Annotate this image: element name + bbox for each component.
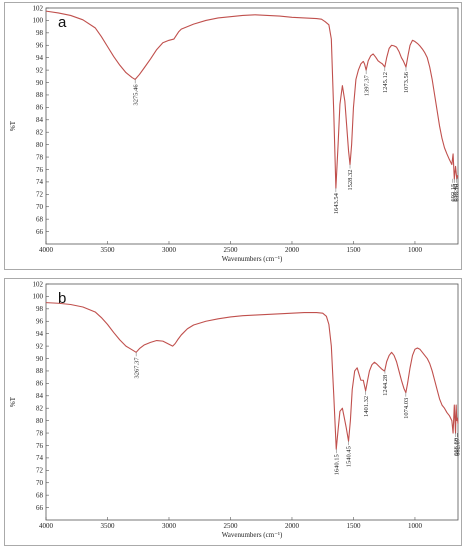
- peak-label: 666.60: [453, 438, 460, 456]
- x-tick-label: 2500: [223, 246, 238, 254]
- y-tick-label: 100: [33, 293, 44, 301]
- y-tick-label: 94: [36, 330, 44, 338]
- x-tick-label: 2000: [285, 522, 300, 530]
- panel-a-border: [4, 2, 462, 270]
- x-tick-label: 3000: [162, 246, 177, 254]
- peak-label: 1074.03: [403, 398, 410, 419]
- x-tick-label: 2000: [285, 246, 300, 254]
- y-tick-label: 96: [36, 318, 44, 326]
- x-tick-label: 3000: [162, 522, 177, 530]
- x-tick-label: 1000: [408, 246, 423, 254]
- y-tick-label: 82: [36, 405, 44, 413]
- panel-b-border: [4, 278, 462, 546]
- spectrum-a-chart: 66 68 70 72 74 76 78 80 82 84 86 88 90 92 94 96 98 100 102…: [9, 4, 461, 263]
- spectrum-b-chart: 66 68 70 72 74 76 78 80 82 84 86 88 90 92 94 96 98 100 102…: [9, 280, 461, 539]
- y-tick-label: 88: [36, 91, 44, 99]
- peak-label: 682.07: [454, 437, 461, 456]
- y-tick-label: 96: [36, 42, 44, 50]
- peak-label: 637.45: [452, 184, 459, 202]
- peak-label: 1528.32: [347, 170, 354, 191]
- y-tick-label: 70: [36, 479, 44, 487]
- y-tick-label: 84: [36, 116, 44, 124]
- panel-letter: b: [58, 290, 66, 307]
- panel-letter: a: [58, 14, 67, 31]
- y-tick-label: 94: [36, 54, 44, 62]
- peak-label: 3275.46: [132, 84, 139, 106]
- peak-label: 1540.45: [346, 446, 353, 467]
- y-tick-label: 86: [36, 380, 44, 388]
- y-axis-label: %T: [9, 396, 17, 407]
- x-tick-label: 1000: [408, 522, 423, 530]
- x-tick-label: 2500: [223, 522, 238, 530]
- peak-label: 1245.12: [382, 72, 389, 93]
- y-tick-label: 90: [36, 355, 44, 363]
- y-tick-label: 74: [36, 454, 44, 462]
- peak-label: 618.16: [454, 183, 461, 202]
- y-tick-label: 80: [36, 417, 44, 425]
- peak-label: 692.15: [450, 184, 457, 202]
- y-tick-label: 86: [36, 104, 44, 112]
- y-tick-label: 80: [36, 141, 44, 149]
- y-tick-label: 68: [36, 215, 44, 223]
- y-tick-label: 68: [36, 491, 44, 499]
- peak-label: 1643.54: [333, 192, 340, 214]
- ftir-panel-a: 66 68 70 72 74 76 78 80 82 84 86 88 90 92 94 96 98 100 102…: [0, 0, 466, 274]
- x-tick-label: 4000: [39, 522, 54, 530]
- y-tick-label: 82: [36, 129, 44, 137]
- y-tick-label: 72: [36, 467, 44, 475]
- y-tick-label: 78: [36, 429, 44, 437]
- y-tick-label: 74: [36, 178, 44, 186]
- y-tick-label: 66: [36, 504, 44, 512]
- y-axis-label: %T: [9, 120, 17, 131]
- peak-label: 3267.37: [133, 357, 140, 379]
- peak-label: 1397.37: [363, 74, 370, 96]
- peak-label: 1640.15: [333, 454, 340, 475]
- y-tick-label: 92: [36, 66, 44, 74]
- y-tick-label: 66: [36, 228, 44, 236]
- y-tick-label: 78: [36, 153, 44, 161]
- x-tick-label: 1500: [346, 522, 361, 530]
- y-tick-label: 98: [36, 305, 44, 313]
- x-tick-label: 4000: [39, 246, 54, 254]
- y-tick-label: 102: [33, 280, 44, 288]
- spectrum-line: [45, 302, 459, 450]
- peak-label: 1244.28: [382, 375, 389, 396]
- peak-label: 1401.32: [363, 396, 370, 417]
- y-tick-label: 76: [36, 442, 44, 450]
- y-tick-label: 70: [36, 203, 44, 211]
- y-tick-label: 90: [36, 79, 44, 87]
- y-tick-label: 100: [33, 17, 44, 25]
- plot-frame: [45, 283, 459, 521]
- y-tick-label: 92: [36, 342, 44, 350]
- x-tick-label: 1500: [346, 246, 361, 254]
- peak-label: 1073.56: [403, 71, 410, 93]
- y-tick-label: 76: [36, 166, 44, 174]
- x-tick-label: 3500: [100, 522, 115, 530]
- x-tick-label: 3500: [100, 246, 115, 254]
- y-tick-label: 84: [36, 392, 44, 400]
- x-axis-label: Wavenumbers (cm⁻¹): [222, 531, 283, 539]
- spectrum-line: [45, 10, 459, 189]
- x-axis-label: Wavenumbers (cm⁻¹): [222, 255, 283, 263]
- plot-frame: [45, 7, 459, 245]
- y-tick-label: 102: [33, 4, 44, 12]
- y-tick-label: 72: [36, 191, 44, 199]
- y-tick-label: 98: [36, 29, 44, 37]
- y-tick-label: 88: [36, 367, 44, 375]
- ftir-panel-b: 66 68 70 72 74 76 78 80 82 84 86 88 90 92 94 96 98 100 102…: [0, 276, 466, 550]
